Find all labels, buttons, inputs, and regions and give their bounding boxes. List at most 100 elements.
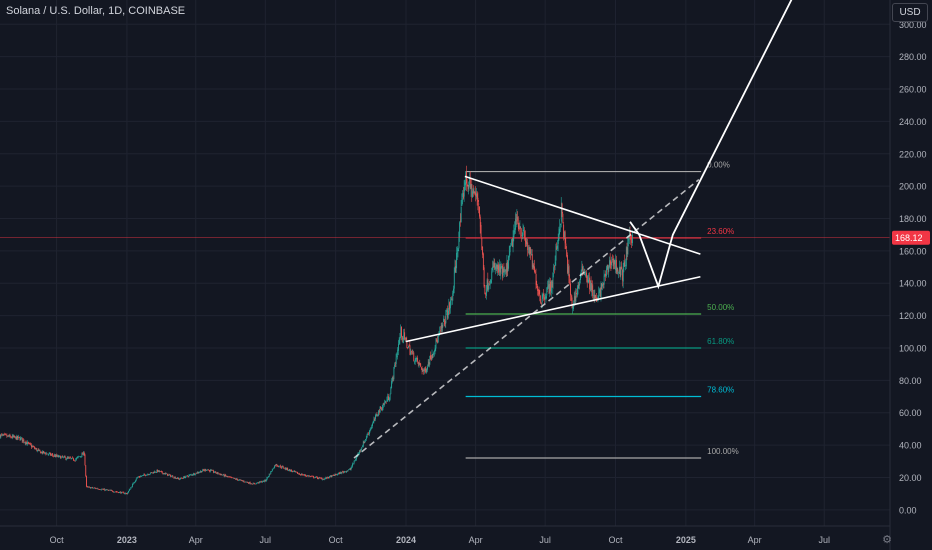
candle-body: [509, 246, 511, 253]
candle-body: [98, 489, 100, 490]
candle-body: [537, 285, 539, 291]
candle-body: [610, 261, 612, 265]
candle-body: [210, 469, 211, 472]
candle-body: [74, 460, 76, 462]
candle-body: [126, 493, 128, 495]
candle-body: [20, 437, 22, 441]
time-axis[interactable]: [0, 526, 890, 550]
candle-body: [207, 469, 209, 471]
candle-body: [107, 489, 109, 491]
candle-body: [560, 203, 562, 222]
candle-body: [434, 347, 436, 351]
candle-body: [445, 313, 447, 324]
fibonacci-retracement[interactable]: 0.00% 23.60% 50.00% 61.80% 78.60% 100.00%: [465, 161, 739, 459]
candle-body: [181, 478, 183, 479]
candle-body: [159, 471, 161, 472]
candle-body: [508, 255, 510, 269]
candle-body: [167, 473, 169, 476]
candle-body: [229, 477, 231, 478]
candle-body: [285, 468, 287, 470]
candle-body: [44, 452, 45, 453]
candle-body: [141, 476, 143, 477]
candle-body: [533, 263, 535, 265]
candle-body: [15, 436, 16, 438]
candle-body: [567, 255, 568, 273]
candle-body: [398, 343, 399, 351]
candle-body: [595, 294, 597, 299]
candle-body: [626, 247, 628, 255]
candle-body: [556, 248, 558, 249]
gear-icon[interactable]: ⚙: [882, 534, 892, 546]
candle-body: [292, 471, 294, 472]
candle-body: [167, 474, 169, 476]
candle-body: [56, 454, 58, 457]
candle-body: [260, 481, 262, 483]
candle-body: [541, 294, 543, 303]
candle-body: [389, 394, 391, 400]
candle-body: [304, 474, 306, 476]
candle-body: [103, 488, 105, 490]
candle-body: [476, 193, 477, 197]
candle-body: [148, 474, 150, 475]
candle-body: [172, 475, 174, 478]
candle-body: [69, 457, 71, 459]
candle-body: [160, 471, 162, 472]
candle-body: [123, 492, 125, 494]
candle-body: [538, 290, 539, 291]
candle-body: [593, 295, 594, 296]
candle-body: [347, 470, 349, 471]
candle-body: [381, 408, 383, 411]
candle-body: [122, 491, 123, 493]
candle-body: [284, 467, 286, 469]
candle-body: [398, 339, 400, 344]
candle-body: [528, 247, 530, 254]
candle-body: [459, 222, 461, 238]
price-axis[interactable]: [890, 0, 932, 550]
candle-body: [165, 473, 167, 474]
candle-body: [180, 478, 182, 479]
candle-body: [136, 477, 138, 479]
candle-body: [527, 242, 529, 251]
candle-body: [50, 453, 52, 456]
candle-body: [83, 452, 84, 455]
candle-body: [215, 471, 217, 473]
candle-body: [530, 248, 532, 254]
candle-body: [388, 396, 389, 401]
candle-body: [345, 471, 347, 473]
candle-body: [259, 481, 261, 483]
lower-trendline[interactable]: [405, 275, 701, 343]
candle-body: [288, 469, 290, 471]
candle-body: [390, 387, 392, 395]
candle-body: [177, 477, 179, 479]
candle-body: [177, 477, 178, 479]
candle-body: [606, 264, 608, 269]
candle-body: [175, 478, 177, 479]
x-tick-label: Oct: [608, 535, 623, 545]
projection-path[interactable]: [629, 0, 816, 290]
candle-body: [31, 446, 33, 447]
y-tick-label: 200.00: [899, 182, 927, 192]
candle-body: [425, 368, 427, 372]
trend-drawings[interactable]: [353, 0, 816, 459]
upper-trendline[interactable]: [464, 175, 701, 255]
candle-body: [291, 470, 293, 472]
candle-body: [47, 453, 48, 455]
candle-body: [161, 471, 162, 472]
candle-body: [439, 330, 441, 334]
candle-body: [139, 476, 141, 478]
candle-body: [213, 470, 214, 473]
candle-body: [481, 237, 483, 249]
candle-body: [577, 285, 579, 289]
candle-body: [75, 459, 77, 461]
candle-body: [629, 230, 631, 235]
candle-body: [17, 435, 19, 439]
candle-body: [337, 473, 339, 475]
candle-body: [109, 490, 110, 491]
candle-body: [624, 260, 626, 267]
candle-body: [497, 266, 499, 271]
candle-body: [463, 187, 465, 197]
currency-button[interactable]: USD: [892, 3, 928, 22]
dashed-trendline[interactable]: [353, 179, 700, 459]
candle-body: [611, 258, 613, 267]
